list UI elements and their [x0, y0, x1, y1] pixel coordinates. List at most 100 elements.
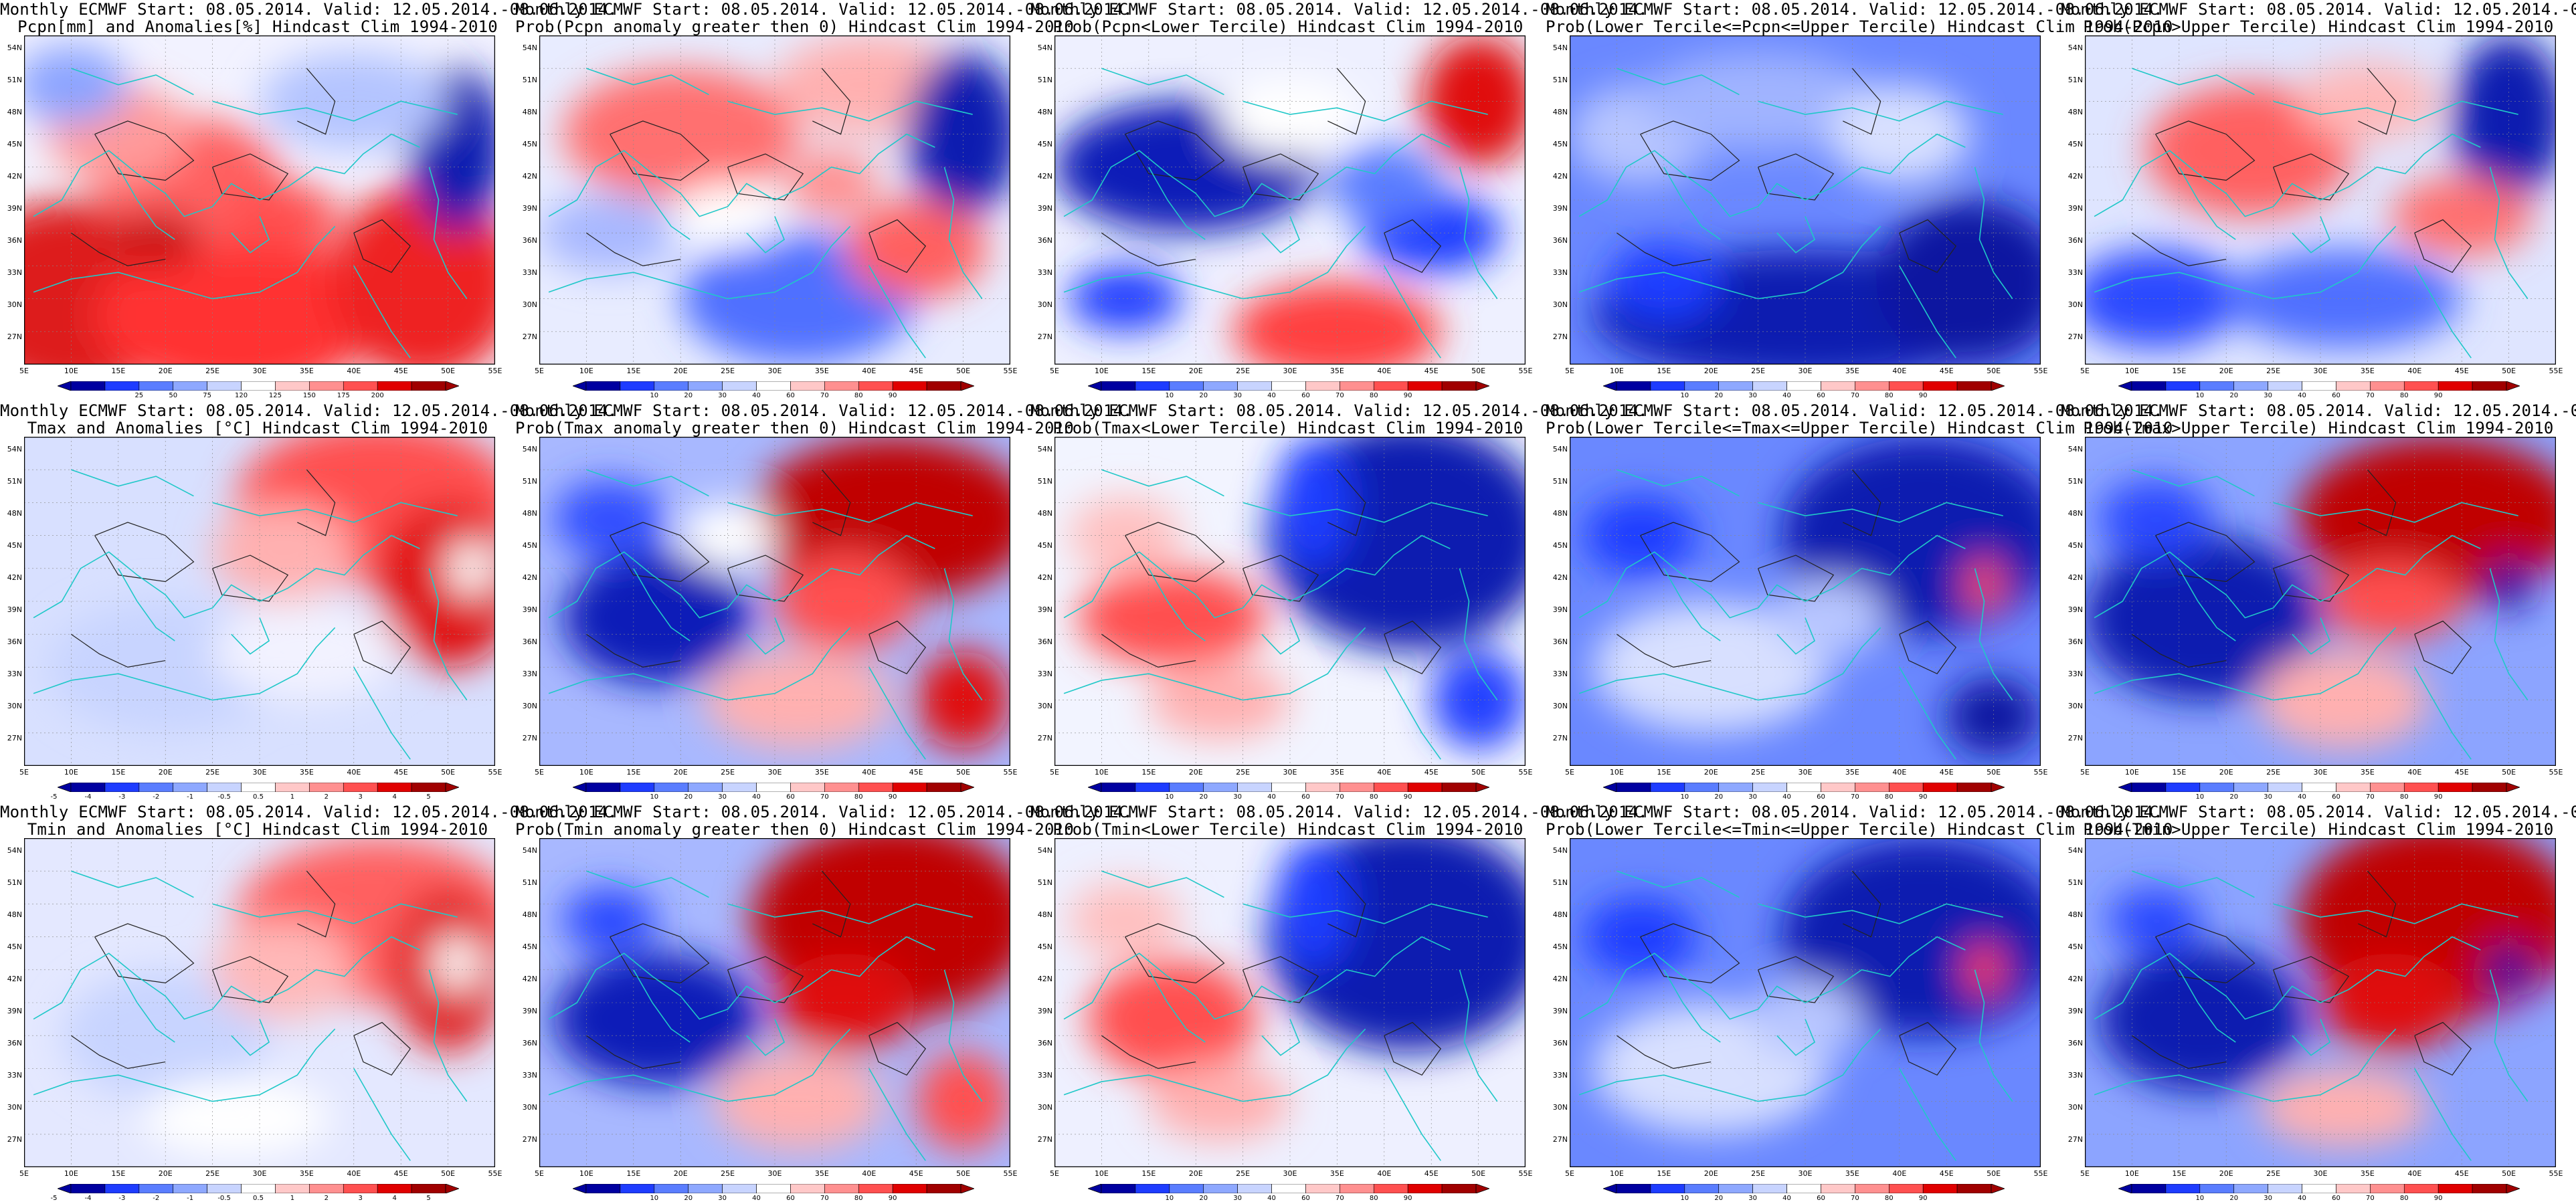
- coastline: [212, 903, 458, 924]
- x-tick-label: 45E: [909, 367, 923, 375]
- x-tick-label: 25E: [205, 1169, 220, 1178]
- colorbar-swatch: [2233, 1184, 2268, 1193]
- forecast-map: [2085, 838, 2556, 1167]
- coastline: [1148, 167, 1206, 240]
- colorbar-swatch: [104, 381, 140, 391]
- colorbar-label: 30: [1233, 1195, 1242, 1202]
- colorbar-swatch: [2302, 381, 2336, 391]
- x-tick-label: 5E: [535, 367, 544, 375]
- colorbar-swatch: [1956, 783, 1992, 792]
- x-tick-label: 15E: [1141, 1169, 1156, 1178]
- coastline: [2094, 133, 2481, 217]
- y-tick-label: 42N: [1037, 975, 1052, 983]
- colorbar-swatch: [926, 1184, 961, 1193]
- x-tick-label: 5E: [2080, 367, 2090, 375]
- colorbar-swatch: [654, 1184, 689, 1193]
- colorbar-swatch: [1786, 1184, 1821, 1193]
- y-tick-label: 48N: [7, 108, 22, 116]
- coastline: [1578, 225, 1881, 300]
- x-tick-label: 35E: [1845, 367, 1859, 375]
- contour-line: [2358, 870, 2397, 938]
- colorbar-label: -0.5: [217, 793, 231, 801]
- coastline: [1776, 216, 1816, 254]
- colorbar-swatch: [1786, 783, 1821, 792]
- y-tick-label: 30N: [7, 702, 22, 710]
- colorbar-swatch: [2472, 783, 2507, 792]
- coastline: [212, 100, 458, 122]
- colorbar-swatch: [2437, 381, 2473, 391]
- y-tick-label: 54N: [2067, 43, 2083, 52]
- forecast-map: [539, 437, 1010, 766]
- colorbar-swatch: [275, 381, 310, 391]
- colorbar-swatch: [1237, 783, 1272, 792]
- colorbar-swatch: [2199, 1184, 2235, 1193]
- map-frame: [24, 35, 495, 365]
- forecast-map-panel: Monthly ECMWF Start: 08.05.2014. Valid: …: [515, 0, 1133, 401]
- colorbar-label: 80: [1884, 392, 1894, 399]
- contour-line: [2273, 555, 2350, 602]
- x-tick-label: 5E: [1050, 367, 1059, 375]
- y-tick-label: 42N: [1552, 573, 1568, 582]
- colorbar-swatch: [275, 783, 310, 792]
- contour-line: [297, 469, 336, 536]
- y-tick-label: 39N: [1552, 204, 1568, 213]
- colorbar-swatch: [207, 381, 242, 391]
- colorbar-swatch: [585, 1184, 621, 1193]
- colorbar-swatch: [1101, 783, 1136, 792]
- colorbar-swatch: [1752, 381, 1787, 391]
- x-tick-label: 40E: [862, 367, 877, 375]
- colorbar-swatch: [377, 783, 412, 792]
- y-tick-label: 33N: [1552, 670, 1568, 678]
- coastline: [428, 167, 468, 300]
- anomaly-region: [2226, 249, 2462, 348]
- colorbar-swatch: [926, 783, 961, 792]
- x-tick-label: 45E: [1939, 367, 1954, 375]
- x-tick-label: 55E: [2033, 768, 2048, 777]
- coastline: [1663, 969, 1721, 1043]
- x-tick-label: 10E: [1609, 367, 1624, 375]
- forecast-map: [1054, 437, 1526, 766]
- y-tick-label: 54N: [2067, 445, 2083, 454]
- coastline: [2094, 1028, 2397, 1102]
- colorbar-label: 80: [1884, 1195, 1894, 1202]
- colorbar-swatch: [241, 381, 276, 391]
- colorbar-swatch: [1340, 381, 1374, 391]
- map-frame: [2085, 838, 2556, 1167]
- x-tick-label: 5E: [1050, 768, 1059, 777]
- x-tick-label: 30E: [2313, 367, 2328, 375]
- colorbar-label: 60: [2332, 392, 2340, 399]
- colorbar: [573, 381, 974, 391]
- forecast-map-panel: Monthly ECMWF Start: 08.05.2014. Valid: …: [2061, 803, 2576, 1204]
- colorbar-label: 3: [358, 793, 363, 801]
- colorbar-label: 150: [302, 392, 316, 399]
- colorbar-swatch: [1340, 783, 1374, 792]
- x-tick-label: 25E: [1751, 768, 1766, 777]
- y-tick-label: 33N: [522, 1071, 537, 1080]
- coastline: [1578, 534, 1966, 619]
- colorbar: [58, 1184, 459, 1193]
- coastline: [727, 903, 973, 924]
- y-tick-label: 30N: [7, 300, 22, 309]
- anomaly-region: [1431, 650, 1526, 750]
- colorbar-label: 90: [1403, 793, 1412, 801]
- contour-line: [1617, 1035, 1712, 1070]
- contour-line: [71, 232, 166, 267]
- colorbar-swatch: [2268, 1184, 2302, 1193]
- anomaly-region: [2259, 650, 2429, 750]
- x-tick-label: 25E: [2266, 768, 2281, 777]
- colorbar-swatch: [688, 1184, 723, 1193]
- map-frame: [1054, 35, 1526, 365]
- x-tick-label: 15E: [1657, 1169, 1671, 1178]
- coastline: [1148, 568, 1206, 641]
- forecast-map-panel: Monthly ECMWF Start: 08.05.2014. Valid: …: [2061, 401, 2576, 803]
- y-tick-label: 48N: [2067, 910, 2083, 919]
- x-tick-label: 50E: [1987, 1169, 2001, 1178]
- contour-line: [727, 153, 804, 201]
- x-tick-label: 35E: [1845, 768, 1859, 777]
- colorbar-arrow: [1991, 783, 2005, 792]
- y-tick-label: 33N: [1037, 268, 1052, 277]
- colorbar-swatch: [1305, 783, 1340, 792]
- colorbar-swatch: [1922, 1184, 1958, 1193]
- x-tick-label: 10E: [1609, 1169, 1624, 1178]
- colorbar-swatch: [343, 1184, 378, 1193]
